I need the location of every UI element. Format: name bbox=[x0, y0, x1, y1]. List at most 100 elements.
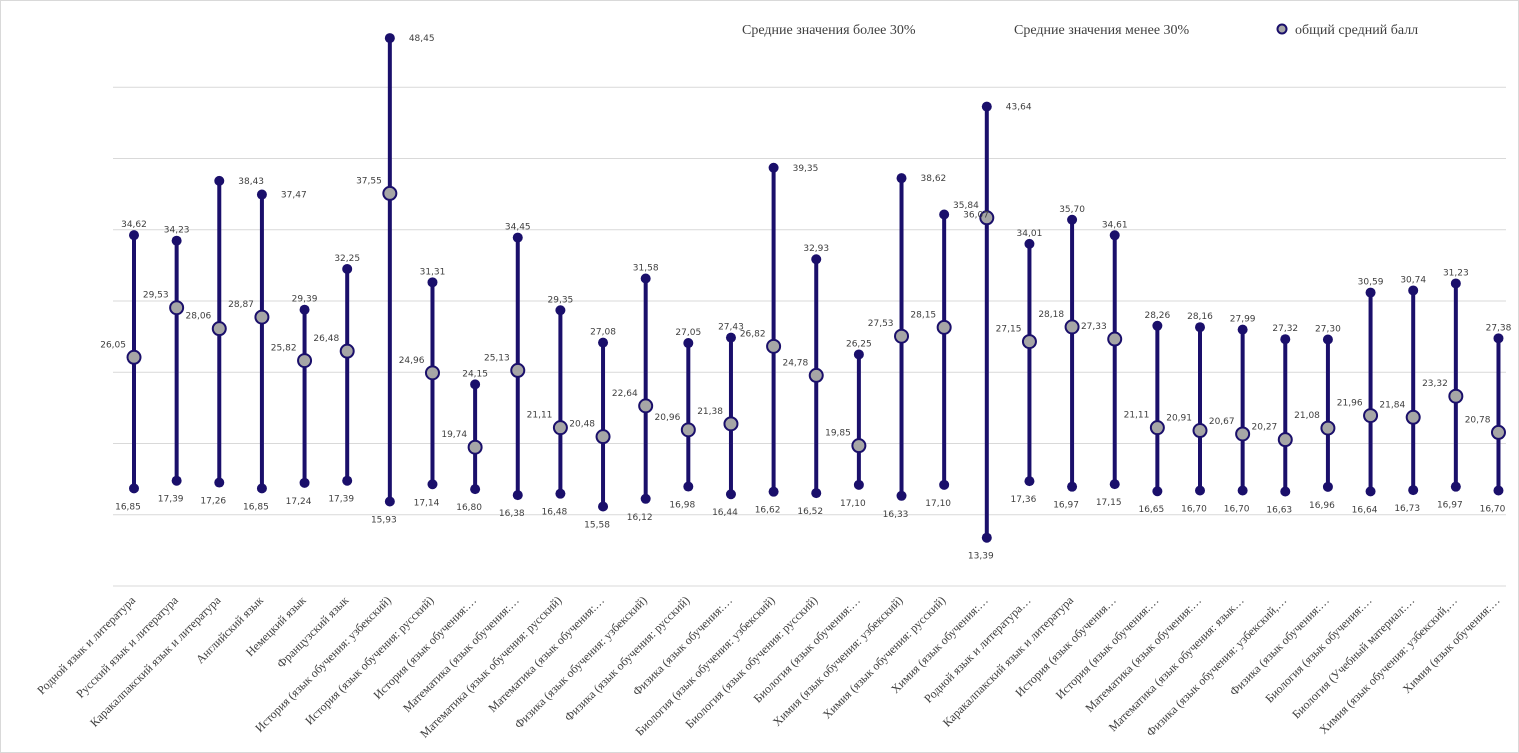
avg-point bbox=[169, 300, 185, 316]
avg-value-label: 20,91 bbox=[1166, 414, 1192, 424]
avg-point bbox=[510, 362, 526, 378]
min-value-label: 16,85 bbox=[115, 502, 141, 512]
min-point bbox=[384, 496, 395, 507]
min-point bbox=[171, 475, 182, 486]
min-point bbox=[939, 479, 950, 490]
avg-value-label: 28,18 bbox=[1038, 310, 1064, 320]
avg-point bbox=[723, 416, 739, 432]
min-point bbox=[1237, 485, 1248, 496]
min-value-label: 16,64 bbox=[1352, 505, 1378, 515]
avg-value-label: 25,82 bbox=[271, 344, 297, 354]
max-value-label: 27,08 bbox=[590, 328, 616, 338]
max-value-label: 31,58 bbox=[633, 263, 659, 273]
avg-value-label: 19,74 bbox=[441, 430, 467, 440]
min-value-label: 13,39 bbox=[968, 552, 994, 562]
min-point bbox=[683, 481, 694, 492]
avg-value-label: 24,96 bbox=[399, 356, 425, 366]
max-value-label: 32,93 bbox=[803, 244, 829, 254]
min-point bbox=[1450, 481, 1461, 492]
avg-point bbox=[1405, 409, 1421, 425]
max-value-label: 29,35 bbox=[548, 295, 574, 305]
avg-point bbox=[638, 398, 654, 414]
max-value-label: 37,47 bbox=[281, 191, 307, 201]
max-point bbox=[512, 232, 523, 243]
chart-marks bbox=[126, 33, 1506, 543]
avg-point bbox=[1021, 334, 1037, 350]
avg-point bbox=[936, 319, 952, 335]
min-value-label: 16,70 bbox=[1181, 505, 1207, 515]
avg-value-label: 27,53 bbox=[868, 319, 894, 329]
min-point bbox=[512, 490, 523, 501]
min-value-label: 16,70 bbox=[1224, 505, 1250, 515]
avg-value-label: 20,78 bbox=[1465, 415, 1491, 425]
avg-point bbox=[1490, 424, 1506, 440]
max-value-label: 27,38 bbox=[1486, 323, 1512, 333]
max-value-label: 32,25 bbox=[334, 254, 360, 264]
min-point bbox=[427, 479, 438, 490]
avg-value-label: 28,06 bbox=[186, 312, 212, 322]
avg-point bbox=[680, 422, 696, 438]
avg-point bbox=[979, 210, 995, 226]
max-value-label: 27,43 bbox=[718, 323, 744, 333]
avg-value-label: 28,87 bbox=[228, 300, 254, 310]
legend-item-avg: общий средний балл bbox=[1295, 23, 1418, 38]
avg-value-label: 28,15 bbox=[910, 310, 936, 320]
max-point bbox=[725, 332, 736, 343]
legend-marker-avg bbox=[1276, 23, 1288, 35]
avg-point bbox=[766, 338, 782, 354]
max-value-label: 27,99 bbox=[1230, 315, 1256, 325]
avg-value-label: 26,82 bbox=[740, 329, 766, 339]
avg-value-label: 20,96 bbox=[655, 413, 681, 423]
min-value-label: 17,14 bbox=[414, 498, 440, 508]
min-point bbox=[1322, 481, 1333, 492]
max-value-label: 38,43 bbox=[238, 177, 264, 187]
min-point bbox=[256, 483, 267, 494]
legend: Средние значения более 30% Средние значе… bbox=[742, 23, 1418, 38]
max-point bbox=[1493, 333, 1504, 344]
max-value-label: 28,16 bbox=[1187, 312, 1213, 322]
max-point bbox=[939, 209, 950, 220]
max-value-label: 38,62 bbox=[921, 174, 947, 184]
max-value-label: 31,23 bbox=[1443, 268, 1469, 278]
max-point bbox=[811, 254, 822, 265]
avg-value-label: 27,33 bbox=[1081, 322, 1107, 332]
min-value-label: 16,85 bbox=[243, 502, 269, 512]
avg-point bbox=[1277, 432, 1293, 448]
avg-value-label: 20,67 bbox=[1209, 417, 1235, 427]
max-value-label: 30,59 bbox=[1358, 278, 1384, 288]
avg-value-label: 23,32 bbox=[1422, 379, 1448, 389]
max-value-label: 39,35 bbox=[793, 164, 819, 174]
min-value-label: 16,97 bbox=[1437, 501, 1463, 511]
min-value-label: 17,39 bbox=[328, 495, 354, 505]
max-point bbox=[1024, 238, 1035, 249]
max-point bbox=[896, 173, 907, 184]
max-value-label: 34,01 bbox=[1017, 229, 1043, 239]
max-value-label: 28,26 bbox=[1144, 311, 1170, 321]
min-value-label: 16,65 bbox=[1138, 505, 1164, 515]
avg-value-label: 19,85 bbox=[825, 429, 851, 439]
avg-value-label: 20,48 bbox=[569, 420, 595, 430]
max-value-label: 43,64 bbox=[1006, 103, 1032, 113]
max-value-label: 27,05 bbox=[675, 328, 701, 338]
avg-value-label: 21,84 bbox=[1379, 400, 1405, 410]
min-point bbox=[981, 532, 992, 543]
max-value-label: 35,70 bbox=[1059, 205, 1085, 215]
max-point bbox=[768, 162, 779, 173]
min-value-label: 16,73 bbox=[1394, 504, 1420, 514]
min-point bbox=[811, 488, 822, 499]
max-point bbox=[1408, 285, 1419, 296]
max-value-label: 34,23 bbox=[164, 226, 190, 236]
min-point bbox=[598, 501, 609, 512]
avg-point bbox=[552, 420, 568, 436]
avg-value-label: 24,78 bbox=[782, 358, 808, 368]
min-value-label: 17,39 bbox=[158, 495, 184, 505]
max-value-label: 34,62 bbox=[121, 220, 147, 230]
max-point bbox=[129, 230, 139, 241]
min-point bbox=[1024, 476, 1035, 487]
min-point bbox=[896, 490, 907, 501]
max-value-label: 48,45 bbox=[409, 34, 435, 44]
avg-value-label: 21,96 bbox=[1337, 399, 1363, 409]
max-point bbox=[1195, 322, 1205, 333]
max-point bbox=[1322, 334, 1333, 345]
